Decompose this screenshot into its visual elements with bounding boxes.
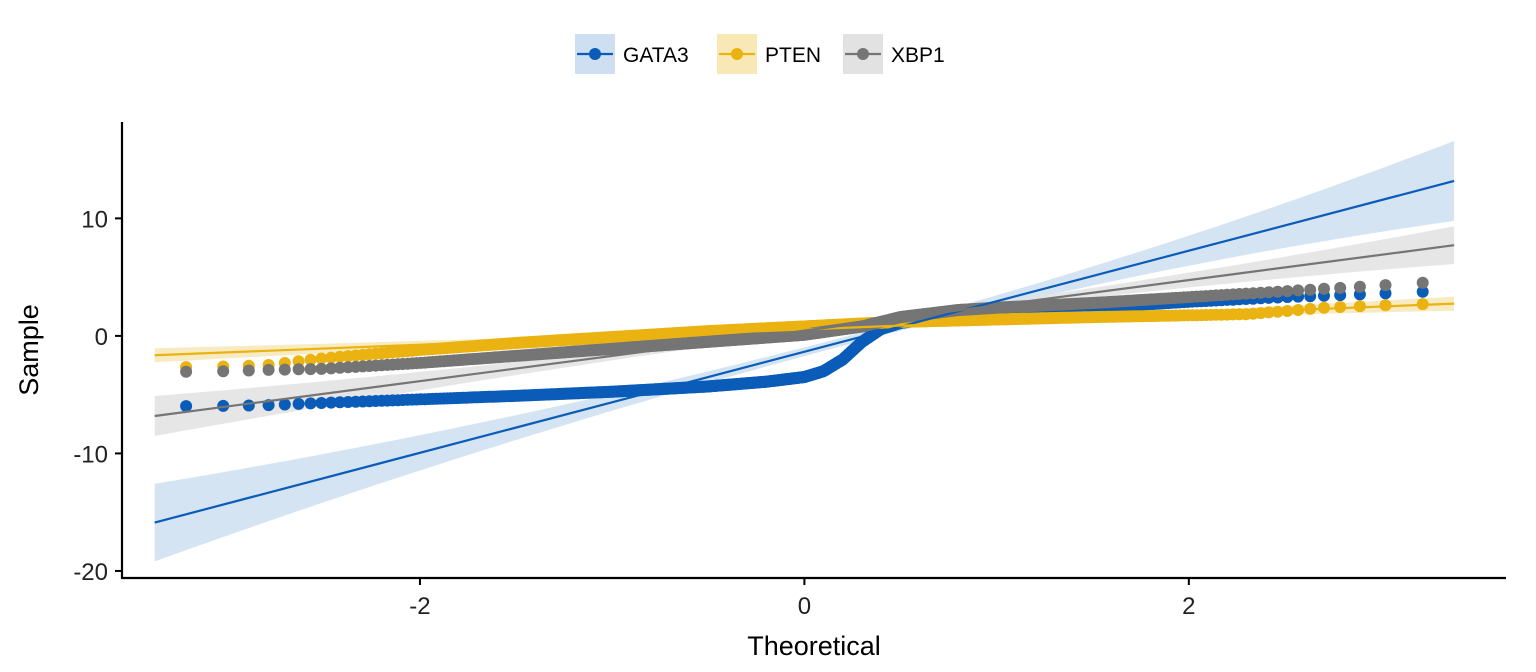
- point: [278, 363, 291, 376]
- point: [278, 398, 291, 411]
- point: [292, 363, 305, 376]
- point: [325, 362, 338, 375]
- point: [315, 362, 328, 375]
- point: [1379, 279, 1392, 292]
- y-tick-label: 0: [95, 324, 108, 351]
- point: [315, 397, 328, 409]
- point: [242, 364, 255, 377]
- point: [1271, 305, 1284, 318]
- point: [180, 365, 193, 378]
- point: [1271, 285, 1284, 298]
- legend-label: PTEN: [765, 44, 821, 67]
- point: [1416, 276, 1429, 289]
- x-axis-title: Theoretical: [747, 631, 881, 661]
- line-xbp1: [154, 244, 1455, 418]
- x-tick-label: 0: [798, 593, 811, 620]
- points-gata3: [180, 285, 1429, 413]
- point: [1292, 284, 1305, 297]
- point: [1281, 285, 1294, 298]
- point: [1416, 285, 1429, 298]
- point: [1262, 286, 1275, 299]
- point: [1353, 280, 1366, 293]
- legend-item-gata3: GATA3: [575, 34, 689, 74]
- legend-item-pten: PTEN: [717, 34, 821, 74]
- legend-item-xbp1: XBP1: [843, 34, 945, 74]
- point: [304, 397, 317, 410]
- point: [217, 365, 230, 378]
- point: [304, 363, 317, 376]
- point: [325, 351, 338, 364]
- legend-key-point: [857, 48, 869, 60]
- y-axis-title: Sample: [14, 304, 44, 396]
- legend-key-point: [589, 48, 601, 60]
- point: [180, 400, 193, 413]
- point: [1379, 299, 1392, 312]
- x-tick-label: 2: [1182, 593, 1195, 620]
- point: [1304, 283, 1317, 296]
- legend-label: GATA3: [623, 44, 689, 67]
- point: [262, 363, 275, 376]
- y-tick-label: 10: [81, 206, 108, 233]
- point: [1262, 306, 1275, 319]
- line-gata3: [154, 179, 1455, 524]
- x-tick-label: -2: [409, 593, 430, 620]
- y-tick-label: -20: [73, 559, 108, 586]
- legend-label: XBP1: [891, 44, 945, 67]
- reference-lines: [154, 179, 1455, 524]
- legend: GATA3 PTEN XBP1: [575, 34, 945, 74]
- point: [315, 352, 328, 365]
- point: [1334, 301, 1347, 313]
- y-tick-label: -10: [73, 441, 108, 468]
- point: [304, 353, 317, 366]
- line-pten: [154, 302, 1455, 357]
- point: [242, 399, 255, 412]
- point: [1334, 281, 1347, 294]
- point: [1353, 300, 1366, 313]
- legend-key-point: [731, 48, 743, 60]
- point: [325, 396, 338, 409]
- point: [1318, 282, 1330, 295]
- point: [1379, 287, 1392, 300]
- point: [292, 397, 305, 410]
